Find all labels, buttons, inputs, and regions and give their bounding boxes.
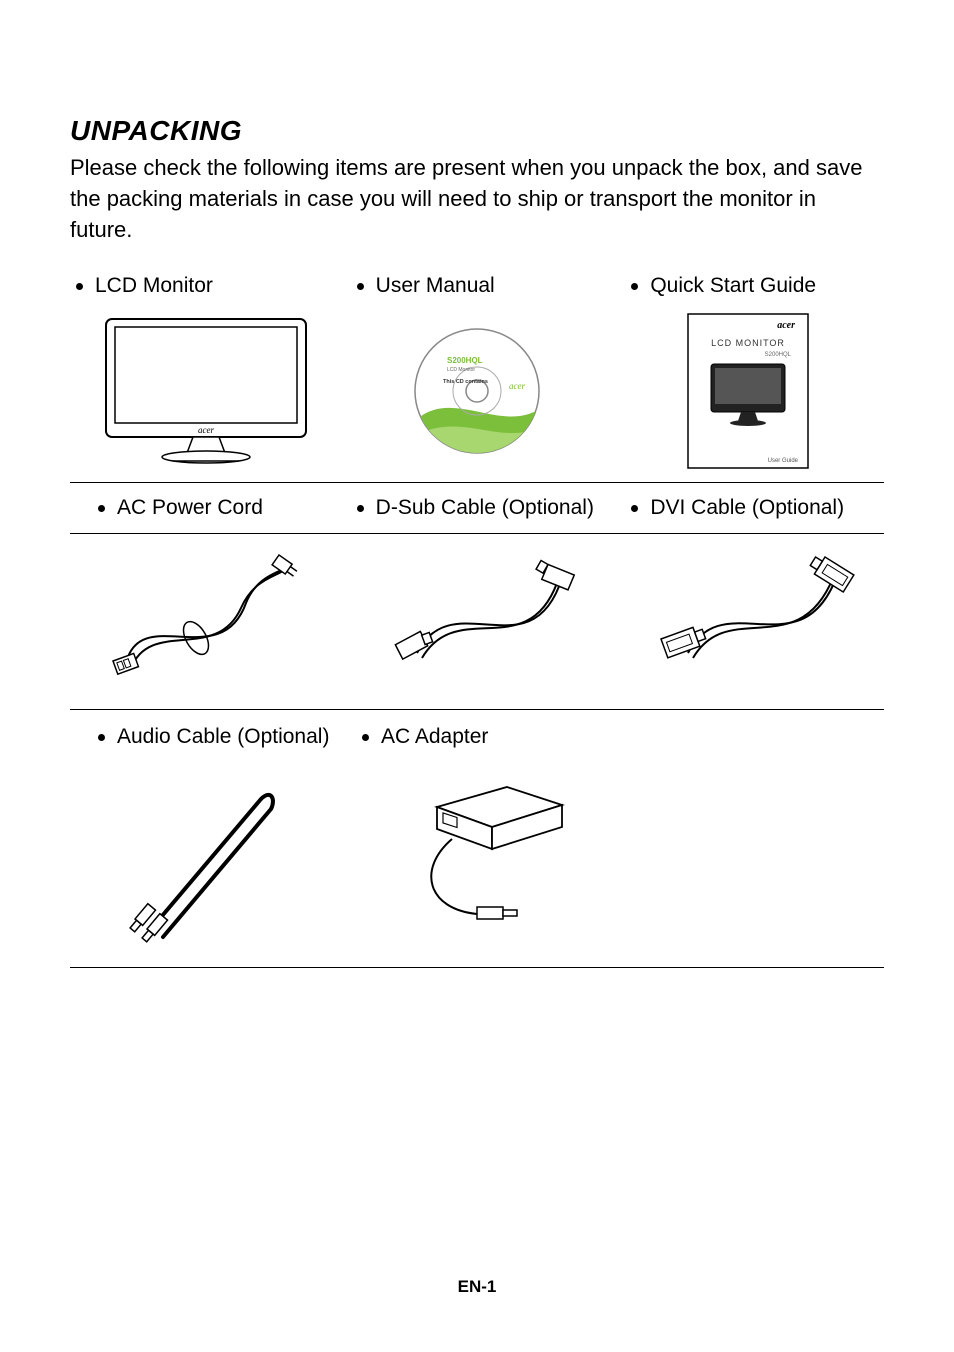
svg-text:acer: acer (198, 425, 214, 435)
bullet-icon (98, 505, 105, 512)
label-text: Quick Start Guide (650, 273, 816, 299)
power-cord-icon (70, 534, 341, 709)
item-label: Audio Cable (Optional) (70, 718, 356, 756)
section-heading: UNPACKING (70, 115, 884, 147)
bullet-icon (98, 734, 105, 741)
svg-text:User Guide: User Guide (768, 458, 799, 464)
svg-text:acer: acer (509, 381, 525, 391)
guide-booklet-icon: acer LCD MONITOR S200HQL User Guide (613, 307, 884, 482)
label-text: D-Sub Cable (Optional) (376, 495, 594, 521)
items-grid: LCD Monitor User Manual Quick Start Guid… (70, 267, 884, 968)
dsub-cable-icon (341, 534, 612, 709)
ac-adapter-icon (341, 757, 612, 967)
svg-text:S200HQL: S200HQL (765, 352, 792, 358)
svg-text:S200HQL: S200HQL (447, 356, 483, 365)
page-number: EN-1 (0, 1277, 954, 1297)
label-text: AC Power Cord (117, 495, 263, 521)
item-label: DVI Cable (Optional) (609, 489, 884, 527)
bullet-icon (76, 283, 83, 290)
label-text: Audio Cable (Optional) (117, 724, 329, 750)
item-label: AC Power Cord (70, 489, 351, 527)
item-label: User Manual (329, 267, 610, 305)
svg-text:LCD MONITOR: LCD MONITOR (711, 338, 785, 348)
svg-text:This CD contains: This CD contains (443, 379, 488, 385)
label-text: AC Adapter (381, 724, 488, 750)
lcd-monitor-icon: acer (70, 307, 341, 482)
bullet-icon (362, 734, 369, 741)
dvi-cable-icon (613, 534, 884, 709)
item-label: AC Adapter (356, 718, 620, 756)
svg-text:LCD Monitor: LCD Monitor (447, 367, 475, 373)
bullet-icon (357, 505, 364, 512)
cd-disc-icon: S200HQL LCD Monitor This CD contains ace… (341, 307, 612, 482)
intro-text: Please check the following items are pre… (70, 153, 884, 245)
item-label: Quick Start Guide (609, 267, 884, 305)
item-label: LCD Monitor (70, 267, 329, 305)
bullet-icon (631, 505, 638, 512)
bullet-icon (357, 283, 364, 290)
audio-cable-icon (70, 757, 341, 967)
label-text: DVI Cable (Optional) (650, 495, 844, 521)
bullet-icon (631, 283, 638, 290)
svg-text:acer: acer (778, 320, 796, 331)
item-label: D-Sub Cable (Optional) (351, 489, 610, 527)
label-text: User Manual (376, 273, 495, 299)
label-text: LCD Monitor (95, 273, 213, 299)
